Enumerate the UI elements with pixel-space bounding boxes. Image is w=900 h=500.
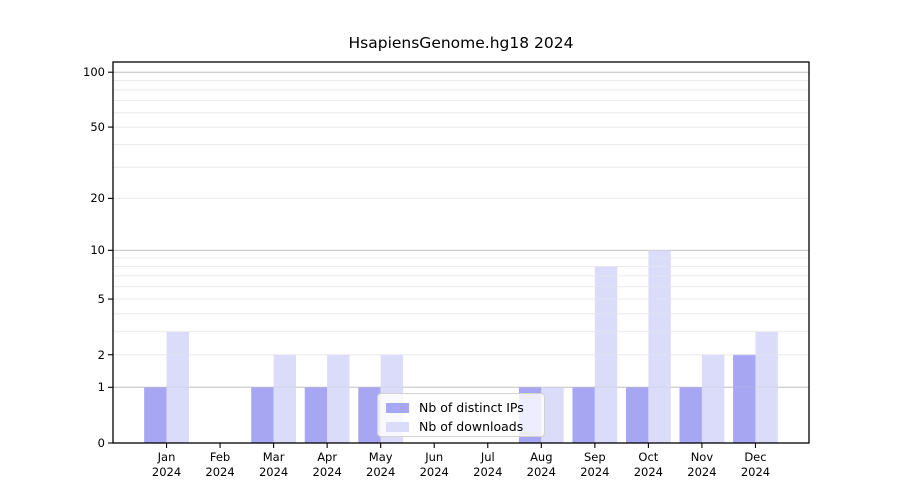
- bar-downloads-mar: [273, 354, 297, 443]
- legend-swatch-downloads: [386, 421, 409, 432]
- x-axis-tick-label-jan: Jan 2024: [137, 450, 197, 480]
- y-axis-tick-label: 2: [97, 347, 105, 362]
- bar-distinct-ips-may: [358, 387, 381, 443]
- y-axis-tick-label: 1: [97, 380, 105, 395]
- legend-swatch-distinct-ips: [386, 402, 409, 413]
- x-axis-tick-year: 2024: [258, 465, 289, 479]
- legend-label-downloads: Nb of downloads: [419, 419, 524, 434]
- x-axis-tick-year: 2024: [312, 465, 342, 479]
- x-axis-tick-year: 2024: [205, 465, 235, 479]
- x-axis-tick-label-apr: Apr 2024: [297, 450, 357, 480]
- bar-distinct-ips-apr: [304, 387, 328, 443]
- x-axis-tick-label-oct: Oct 2024: [618, 450, 678, 480]
- bar-distinct-ips-sep: [572, 387, 595, 443]
- legend: Nb of distinct IPs Nb of downloads: [377, 393, 545, 437]
- x-axis-tick-label-nov: Nov 2024: [672, 450, 732, 480]
- x-axis-tick-year: 2024: [526, 465, 556, 479]
- x-axis-tick-label-may: May 2024: [351, 450, 411, 480]
- x-axis-tick-year: 2024: [580, 465, 610, 479]
- x-axis-tick-year: 2024: [473, 465, 503, 479]
- y-axis-tick-label: 0: [97, 436, 105, 450]
- bar-downloads-oct: [648, 250, 671, 443]
- chart-title: HsapiensGenome.hg18 2024: [348, 34, 574, 52]
- legend-item-downloads: Nb of downloads: [386, 418, 544, 435]
- x-axis-tick-year: 2024: [366, 465, 396, 479]
- bar-distinct-ips-mar: [251, 387, 274, 443]
- bar-distinct-ips-oct: [625, 387, 649, 443]
- x-axis-tick-year: 2024: [633, 465, 664, 479]
- x-axis-tick-label-jul: Jul 2024: [458, 450, 518, 480]
- x-axis-tick-year: 2024: [687, 465, 717, 479]
- bar-downloads-jan: [166, 331, 189, 443]
- x-axis-tick-label-jun: Jun 2024: [404, 450, 464, 480]
- x-axis-tick-label-feb: Feb 2024: [190, 450, 250, 480]
- y-axis-tick-label: 100: [83, 65, 105, 80]
- y-axis-tick-label: 5: [97, 292, 105, 307]
- x-axis-tick-label-aug: Aug 2024: [511, 450, 571, 480]
- y-axis-tick-label: 50: [90, 120, 105, 135]
- legend-label-distinct-ips: Nb of distinct IPs: [419, 400, 524, 415]
- y-axis-tick-label: 10: [90, 243, 105, 258]
- plot-frame: [112, 61, 810, 444]
- bar-downloads-dec: [755, 331, 778, 443]
- x-axis-tick-year: 2024: [740, 465, 771, 479]
- x-axis-tick-label-sep: Sep 2024: [565, 450, 625, 480]
- x-axis-tick-year: 2024: [419, 465, 449, 479]
- bar-distinct-ips-jan: [144, 387, 167, 443]
- bar-distinct-ips-nov: [679, 387, 702, 443]
- bar-downloads-aug: [541, 387, 564, 443]
- x-axis-tick-label-mar: Mar 2024: [244, 450, 304, 480]
- bar-downloads-sep: [594, 266, 618, 443]
- legend-item-distinct-ips: Nb of distinct IPs: [386, 399, 544, 416]
- x-axis-tick-year: 2024: [151, 465, 182, 479]
- x-axis-tick-label-dec: Dec 2024: [725, 450, 785, 480]
- bar-distinct-ips-dec: [733, 354, 756, 443]
- y-axis-tick-label: 20: [90, 191, 105, 206]
- bar-downloads-apr: [327, 354, 350, 443]
- bar-downloads-nov: [701, 354, 725, 443]
